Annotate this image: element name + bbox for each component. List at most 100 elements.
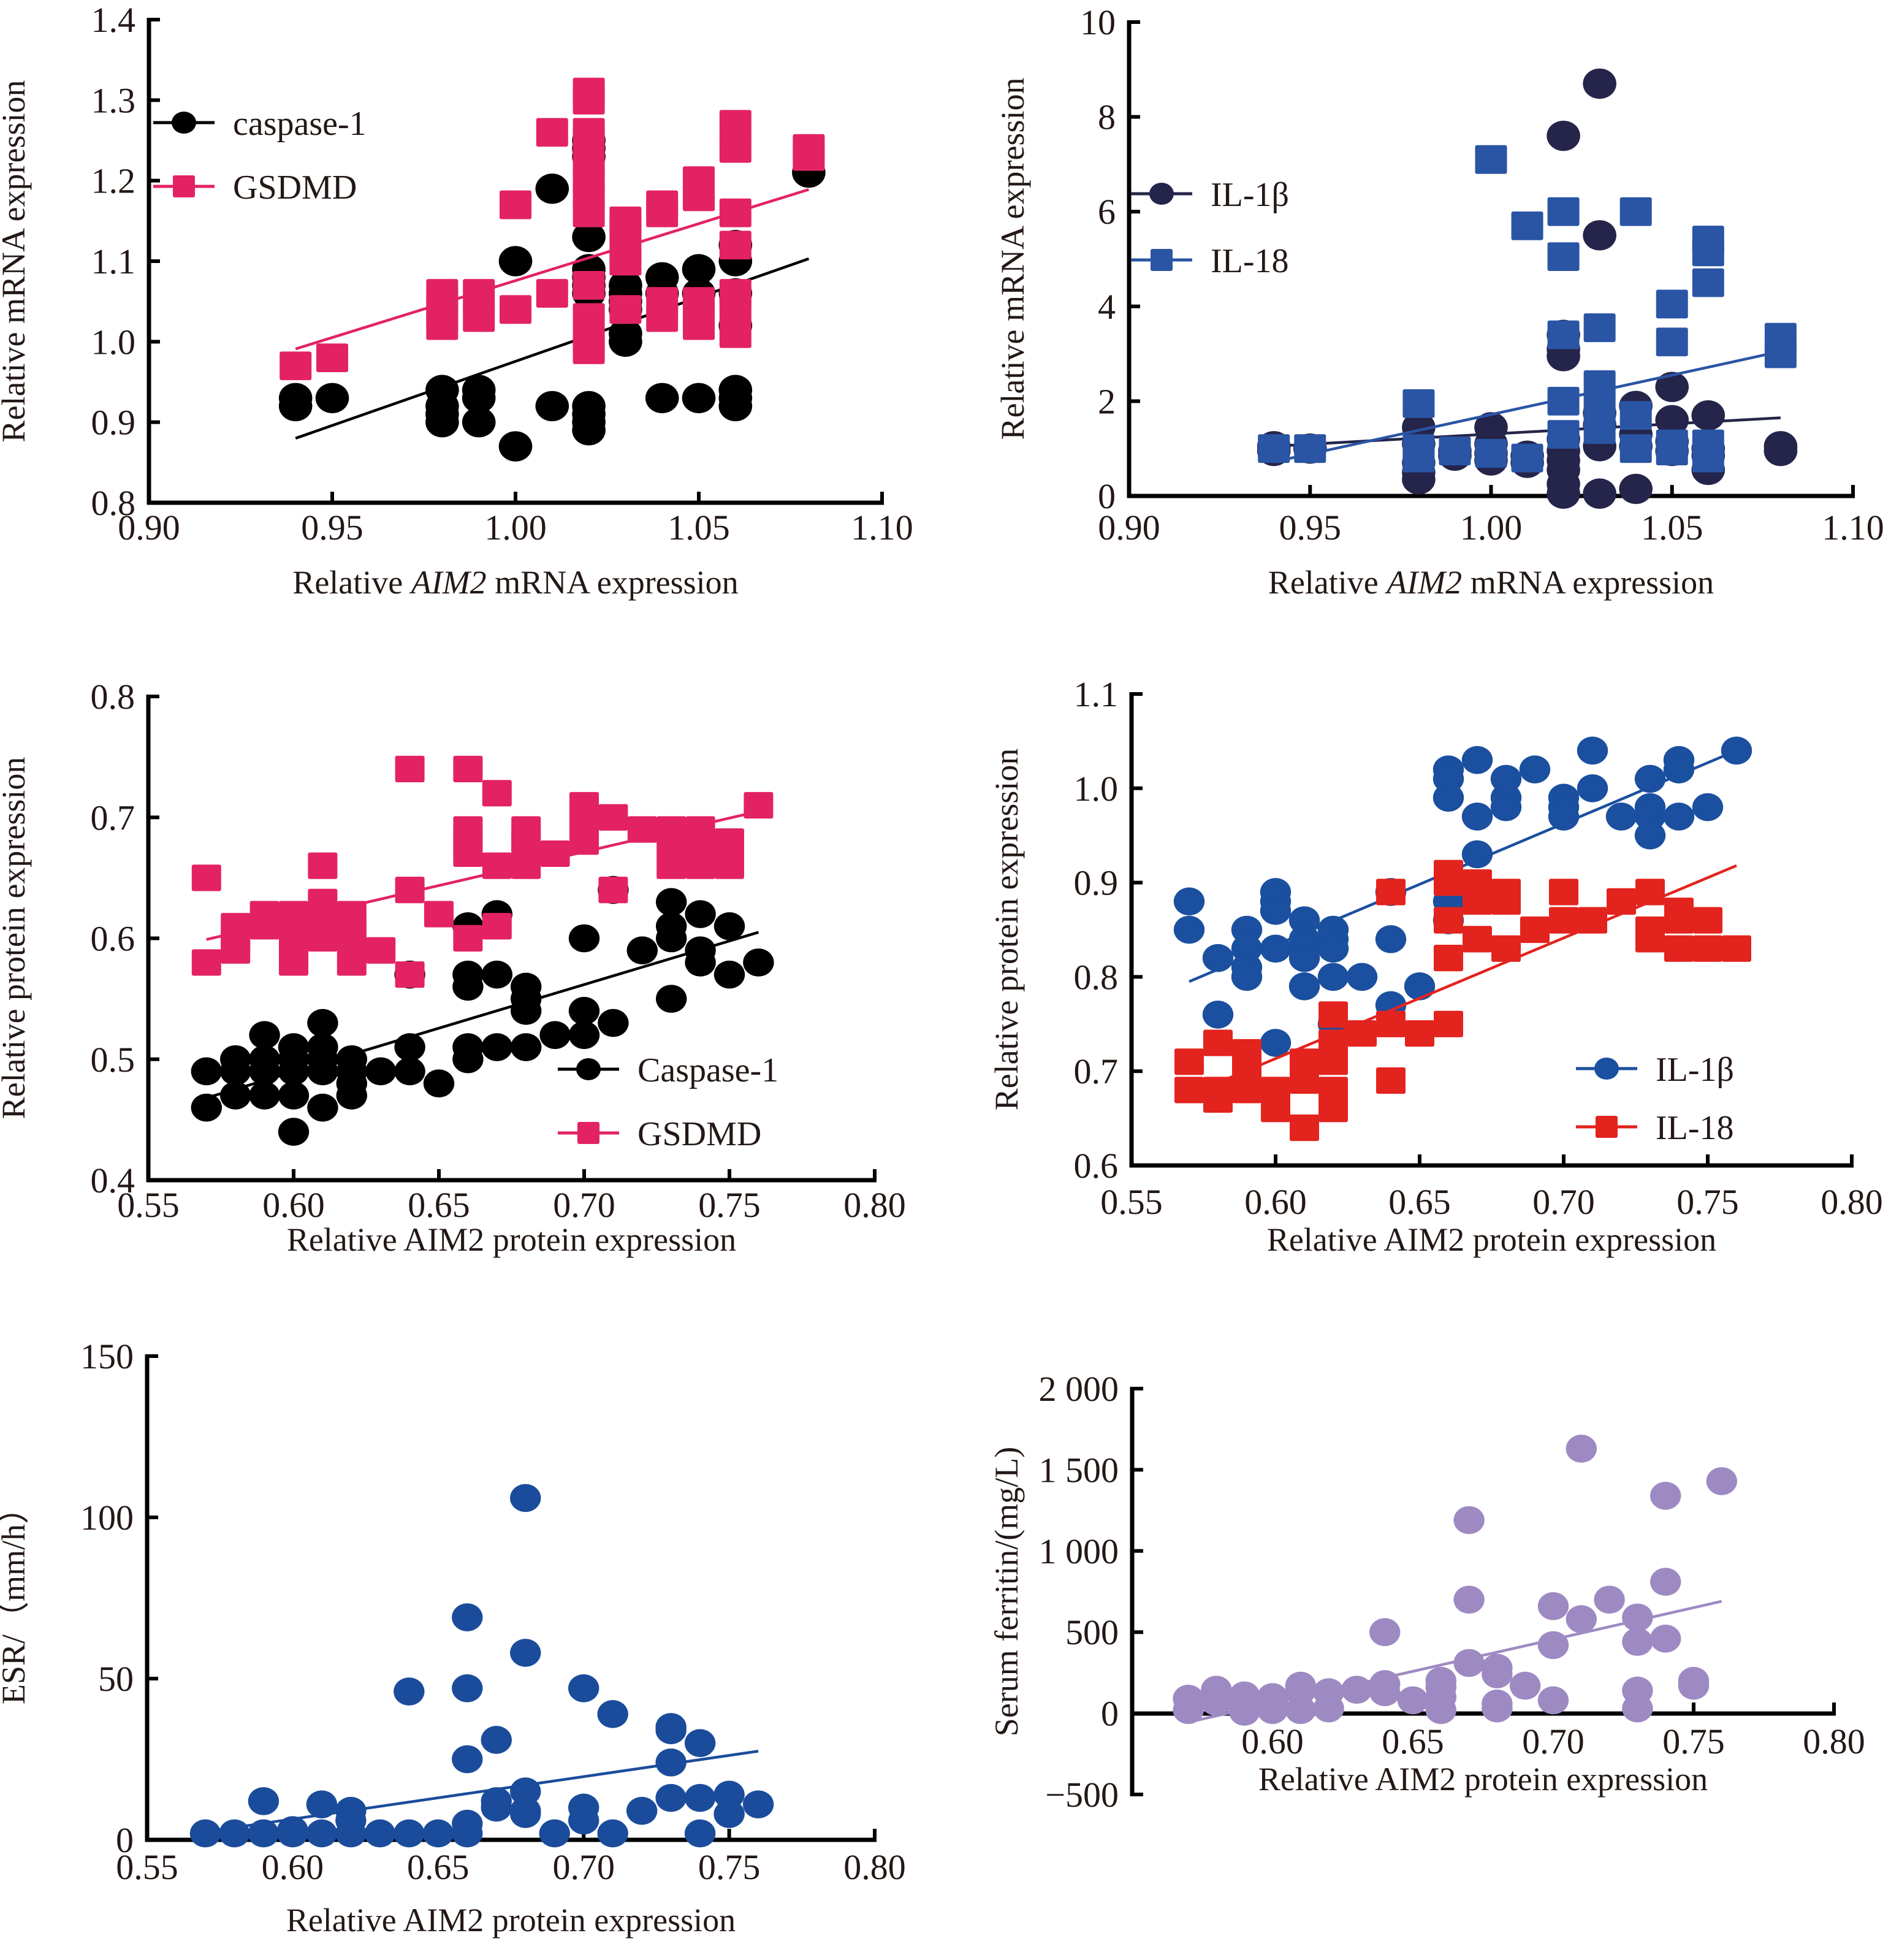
data-point xyxy=(365,1057,397,1086)
data-point xyxy=(1619,197,1652,226)
x-tick-label: 0.70 xyxy=(552,1847,615,1887)
data-point xyxy=(510,1800,541,1828)
data-point xyxy=(336,1081,367,1110)
data-point xyxy=(248,1787,280,1815)
data-point xyxy=(452,1819,483,1848)
y-tick-label: 8 xyxy=(1098,97,1116,137)
data-point xyxy=(597,1819,628,1848)
data-point xyxy=(682,383,716,413)
y-tick-label: 1 000 xyxy=(1039,1531,1119,1571)
x-axis-title: Relative AIM2 protein expression xyxy=(286,1902,736,1939)
data-point xyxy=(278,1118,310,1146)
data-point xyxy=(1397,1686,1429,1715)
data-point xyxy=(713,1800,745,1828)
data-point xyxy=(1764,435,1798,467)
y-tick-label: 1.1 xyxy=(91,242,136,281)
data-point xyxy=(743,948,774,977)
data-point xyxy=(1174,1077,1204,1104)
data-point xyxy=(220,1081,251,1110)
y-tick-label: 50 xyxy=(98,1659,134,1699)
data-point xyxy=(482,913,512,940)
data-point xyxy=(1520,916,1550,944)
y-tick-label: 4 xyxy=(1098,287,1116,327)
data-point xyxy=(453,840,483,868)
legend-label: GSDMD xyxy=(233,169,357,207)
data-point xyxy=(1491,888,1521,915)
y-tick-label: 0.8 xyxy=(1074,957,1119,997)
data-point xyxy=(306,1790,338,1818)
data-point xyxy=(685,948,716,977)
series-esr xyxy=(189,1484,774,1848)
data-point xyxy=(498,246,533,276)
data-point xyxy=(1261,1096,1290,1123)
data-point xyxy=(249,1081,280,1110)
data-point xyxy=(463,279,495,308)
data-point xyxy=(1202,944,1234,972)
data-point xyxy=(1231,963,1263,991)
data-point xyxy=(597,1700,628,1728)
y-tick-label: 1.4 xyxy=(91,0,136,40)
data-point xyxy=(1463,926,1492,953)
panel-a: 0.8 0.9 1.0 1.1 1.2 1.3 1.4 0.90 0.95 1.00 1.05 1.1… xyxy=(0,0,913,601)
data-point xyxy=(306,1819,338,1848)
x-tick-label: 0.65 xyxy=(1388,1182,1451,1222)
data-point xyxy=(1650,1481,1681,1510)
data-point xyxy=(1548,803,1580,831)
data-point xyxy=(1537,1686,1569,1715)
data-point xyxy=(1655,372,1689,402)
data-point xyxy=(684,1729,716,1757)
data-point xyxy=(1635,926,1665,953)
data-point xyxy=(1288,944,1320,972)
data-point xyxy=(744,791,774,819)
data-point xyxy=(482,852,512,879)
data-point xyxy=(656,985,687,1013)
data-point xyxy=(1537,1592,1569,1620)
data-point xyxy=(609,326,642,357)
data-point xyxy=(656,852,687,879)
data-point xyxy=(1313,1694,1344,1723)
data-point xyxy=(335,1819,367,1848)
y-tick-label: 1 500 xyxy=(1039,1450,1119,1490)
data-point xyxy=(249,1021,280,1050)
data-point xyxy=(539,1819,570,1848)
legend-label: IL-1β xyxy=(1656,1051,1734,1089)
series-gsdmd xyxy=(280,77,825,381)
data-point xyxy=(1547,320,1580,349)
data-point xyxy=(1663,755,1695,784)
data-point xyxy=(573,198,605,227)
data-point xyxy=(718,391,753,422)
data-point xyxy=(719,110,751,139)
data-point xyxy=(646,198,679,227)
data-point xyxy=(220,1057,251,1086)
data-point xyxy=(568,1021,600,1050)
legend-square-marker-icon xyxy=(1151,249,1173,271)
data-point xyxy=(462,383,496,413)
data-point xyxy=(424,901,454,928)
data-point xyxy=(609,295,642,324)
y-tick-label: 500 xyxy=(1065,1612,1119,1652)
data-point xyxy=(568,997,600,1025)
data-point xyxy=(481,960,512,989)
x-tick-label: 0.65 xyxy=(408,1185,470,1225)
x-tick-label: 0.55 xyxy=(116,1847,178,1887)
data-point xyxy=(536,118,568,147)
data-point xyxy=(626,1796,658,1825)
data-point xyxy=(315,383,349,413)
data-point xyxy=(1577,736,1608,765)
x-tick-label: 0.80 xyxy=(1803,1722,1865,1761)
data-point xyxy=(646,303,679,332)
data-point xyxy=(1605,803,1637,831)
x-tick-label: 0.70 xyxy=(1522,1722,1585,1761)
data-point xyxy=(1173,1696,1204,1725)
data-point xyxy=(1549,907,1578,934)
data-point xyxy=(1232,1077,1261,1104)
data-point xyxy=(1547,478,1580,509)
data-point xyxy=(1482,1660,1513,1688)
data-point xyxy=(395,961,425,988)
data-point xyxy=(189,1819,221,1848)
data-point xyxy=(1376,1067,1406,1094)
data-point xyxy=(685,852,715,879)
data-point xyxy=(1453,1585,1485,1614)
data-point xyxy=(1656,289,1688,319)
data-point xyxy=(511,997,542,1025)
